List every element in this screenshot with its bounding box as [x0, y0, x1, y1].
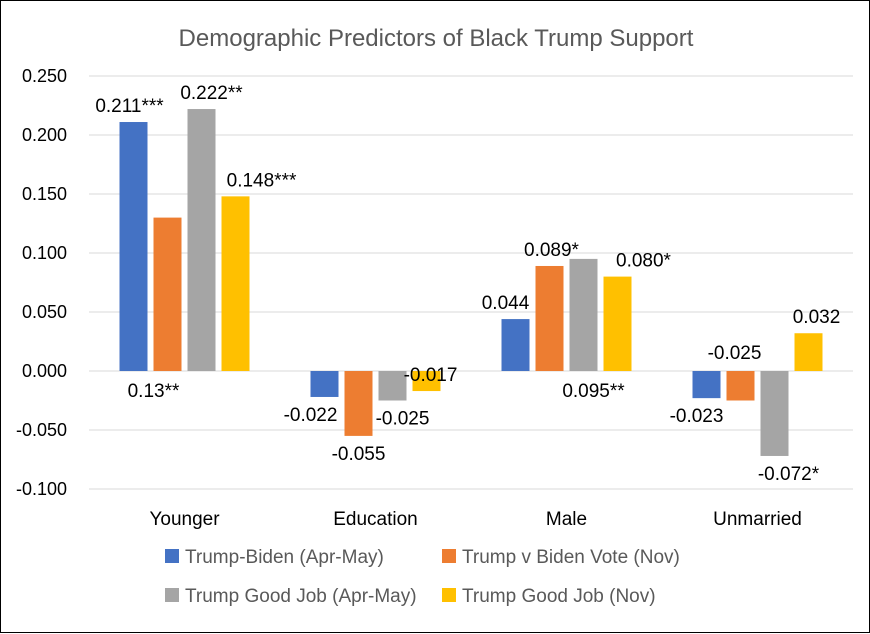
data-label: 0.211*** [95, 96, 164, 117]
bar-education-series-1 [310, 371, 339, 397]
data-label: -0.022 [284, 405, 338, 426]
legend: Trump-Biden (Apr-May) Trump v Biden Vote … [165, 547, 680, 607]
category-label: Unmarried [713, 509, 802, 530]
data-label: -0.023 [670, 406, 724, 427]
bar-male-series-3 [569, 258, 598, 371]
data-label: -0.025 [708, 343, 762, 364]
bar-unmarried-series-1 [692, 371, 721, 399]
category-label: Younger [149, 509, 220, 530]
data-label: 0.222** [180, 83, 243, 104]
y-axis-ticks: 0.250 0.200 0.150 0.100 0.050 0.000 -0.050 -0.1… [16, 66, 67, 499]
legend-label: Trump Good Job (Nov) [462, 586, 656, 607]
data-label: 0.044 [482, 293, 530, 314]
y-tick-label: -0.100 [16, 479, 67, 499]
legend-swatch [165, 549, 179, 563]
bar-younger-series-3 [187, 109, 216, 371]
bar-younger-series-1 [119, 122, 148, 372]
legend-label: Trump Good Job (Apr-May) [185, 586, 417, 607]
bar-education-series-4 [412, 371, 441, 392]
data-label: 0.089* [524, 240, 580, 261]
bar-younger-series-2 [153, 217, 182, 371]
category-label: Education [333, 509, 418, 530]
legend-swatch [442, 588, 456, 602]
bar-unmarried-series-2 [726, 371, 755, 401]
data-label: 0.148*** [227, 170, 297, 191]
legend-label: Trump v Biden Vote (Nov) [462, 547, 680, 568]
data-label: -0.025 [376, 409, 430, 430]
y-tick-label: 0.200 [22, 125, 67, 145]
legend-swatch [442, 549, 456, 563]
bar-male-series-1 [501, 319, 530, 371]
y-tick-label: -0.050 [16, 420, 67, 440]
bar-unmarried-series-4 [794, 333, 823, 371]
data-label: -0.017 [404, 365, 458, 386]
chart-title: Demographic Predictors of Black Trump Su… [179, 25, 694, 52]
bar-male-series-2 [535, 265, 564, 371]
bar-education-series-2 [344, 371, 373, 436]
data-label: -0.055 [332, 444, 386, 465]
data-label: 0.13** [128, 381, 180, 402]
gridlines [89, 75, 853, 490]
y-tick-label: 0.000 [22, 361, 67, 381]
data-label: -0.072* [758, 464, 820, 485]
bar-male-series-4 [603, 276, 632, 371]
bar-unmarried-series-3 [760, 371, 789, 456]
legend-swatch [165, 588, 179, 602]
data-labels: 0.211*** 0.13** 0.222** 0.148*** -0.022 -0.05… [95, 83, 840, 485]
bars [119, 109, 823, 456]
y-tick-label: 0.250 [22, 66, 67, 86]
y-tick-label: 0.100 [22, 243, 67, 263]
y-tick-label: 0.050 [22, 302, 67, 322]
y-tick-label: 0.150 [22, 184, 67, 204]
category-labels: Younger Education Male Unmarried [149, 509, 801, 530]
bar-younger-series-4 [221, 196, 250, 371]
data-label: 0.032 [793, 307, 841, 328]
data-label: 0.095** [562, 381, 625, 402]
legend-label: Trump-Biden (Apr-May) [185, 547, 384, 568]
category-label: Male [546, 509, 587, 530]
bar-education-series-3 [378, 371, 407, 401]
data-label: 0.080* [616, 251, 672, 272]
